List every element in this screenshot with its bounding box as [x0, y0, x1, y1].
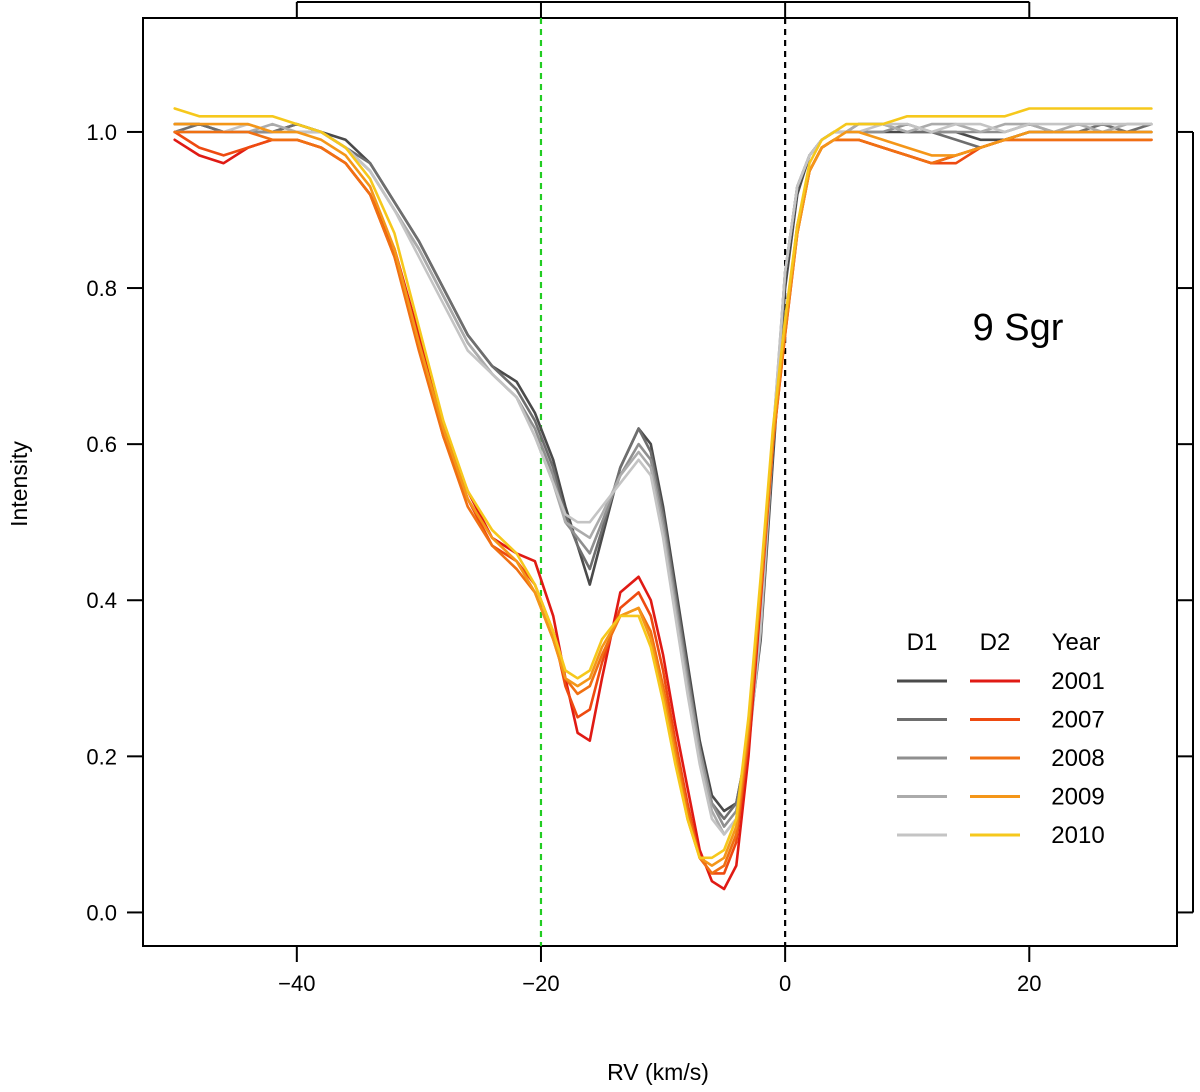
series-lines — [173, 107, 1153, 891]
legend: D1 D2 Year 2001 2007 2008 2009 2010 — [897, 629, 1105, 849]
y-axis: 0.0 0.2 0.4 0.6 0.8 1.0 — [86, 120, 1194, 925]
legend-year-2007: 2007 — [1051, 707, 1104, 734]
x-tick-label: −40 — [278, 971, 315, 996]
y-axis-title: Intensity — [6, 441, 32, 527]
series-line-d1-2008 — [173, 122, 1153, 828]
x-axis: −40 −20 0 20 — [278, 1, 1042, 996]
series-line-d2-2009 — [173, 122, 1153, 867]
series-line-d2-2010 — [173, 107, 1153, 860]
legend-year-2010: 2010 — [1051, 822, 1104, 849]
series-line-d1-2007 — [173, 122, 1153, 821]
y-tick-label: 1.0 — [86, 120, 117, 145]
series-line-d1-2009 — [173, 122, 1153, 836]
x-tick-label: −20 — [522, 971, 559, 996]
legend-year-2001: 2001 — [1051, 668, 1104, 695]
x-tick-label: 20 — [1017, 971, 1041, 996]
series-line-d1-2010 — [173, 122, 1153, 836]
legend-header-d1: D1 — [907, 629, 938, 656]
legend-year-2008: 2008 — [1051, 745, 1104, 772]
reference-lines — [539, 18, 787, 946]
x-tick-label: 0 — [779, 971, 791, 996]
plot-frame — [142, 17, 1178, 947]
legend-header-d2: D2 — [980, 629, 1011, 656]
x-axis-title: RV (km/s) — [607, 1059, 709, 1085]
legend-year-2009: 2009 — [1051, 784, 1104, 811]
star-label: 9 Sgr — [973, 307, 1064, 349]
y-tick-label: 0.4 — [86, 588, 117, 613]
series-line-d2-2008 — [173, 130, 1153, 875]
y-tick-label: 0.2 — [86, 744, 117, 769]
legend-header-year: Year — [1052, 629, 1101, 656]
y-tick-label: 0.8 — [86, 276, 117, 301]
y-tick-label: 0.0 — [86, 900, 117, 925]
y-tick-label: 0.6 — [86, 432, 117, 457]
